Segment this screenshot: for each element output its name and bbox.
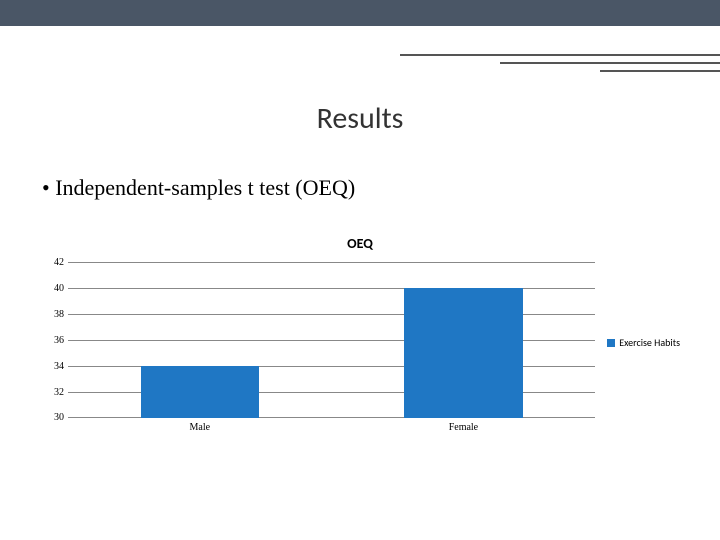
- y-tick: 30: [40, 412, 64, 423]
- slide-title: Results: [0, 100, 720, 137]
- decor-line: [400, 54, 720, 56]
- y-tick: 34: [40, 361, 64, 372]
- y-tick: 38: [40, 309, 64, 320]
- bullet-text: Independent-samples t test (OEQ): [42, 175, 680, 201]
- chart-container: OEQ 42 40 38 36 34 32 30 MaleFemale Exercise H…: [40, 235, 680, 433]
- header-decor-lines: [400, 26, 720, 62]
- legend-label: Exercise Habits: [619, 336, 680, 349]
- y-tick: 42: [40, 257, 64, 268]
- bar-slot: [68, 262, 332, 418]
- chart-bars: [68, 262, 595, 418]
- y-tick: 40: [40, 283, 64, 294]
- bar-slot: [332, 262, 596, 418]
- y-tick: 36: [40, 335, 64, 346]
- x-label: Female: [332, 422, 596, 433]
- header-band: [0, 0, 720, 26]
- decor-line: [500, 62, 720, 64]
- legend-swatch: [607, 339, 615, 347]
- decor-line: [600, 70, 720, 72]
- chart-xlabels: MaleFemale: [68, 422, 595, 433]
- x-label: Male: [68, 422, 332, 433]
- bar: [404, 288, 523, 418]
- chart-title: OEQ: [40, 235, 680, 252]
- bar: [141, 366, 260, 418]
- y-tick: 32: [40, 387, 64, 398]
- chart-legend: Exercise Habits: [607, 336, 680, 349]
- chart-plot: 42403836343230 MaleFemale: [40, 262, 595, 433]
